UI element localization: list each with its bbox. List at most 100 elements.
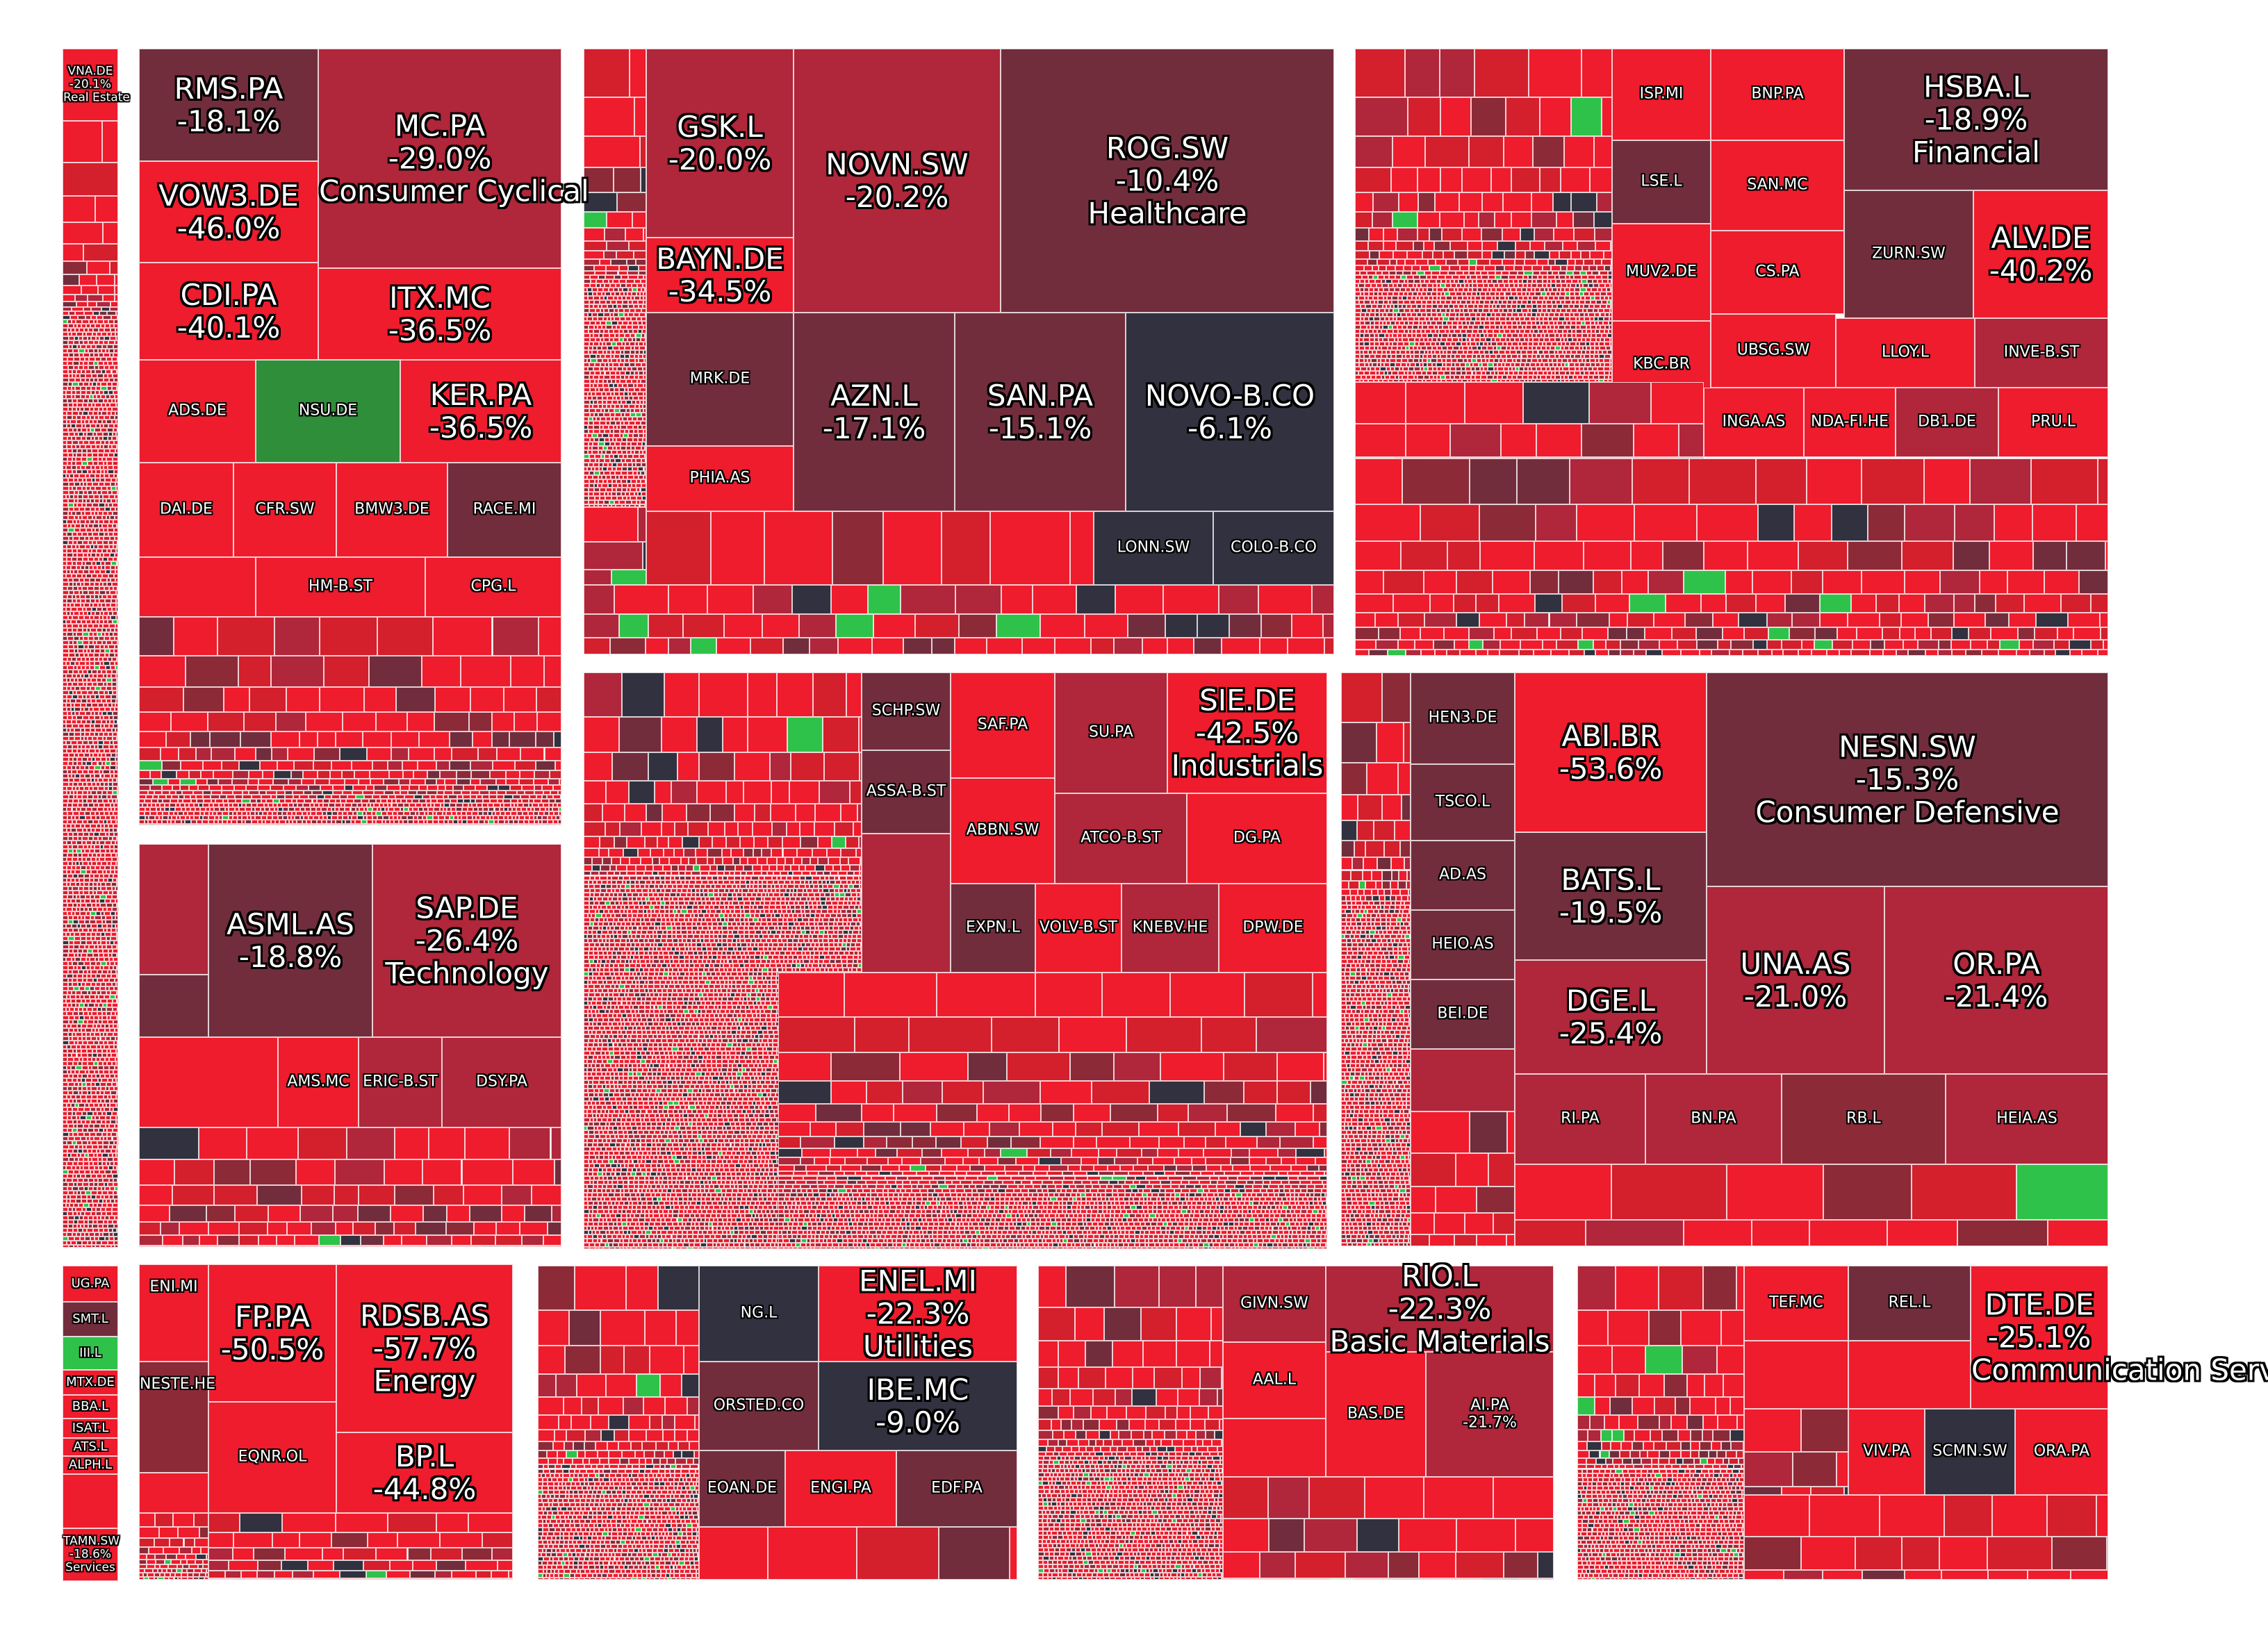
stock-tile[interactable] bbox=[466, 1578, 486, 1580]
stock-tile[interactable] bbox=[1577, 241, 1595, 251]
stock-tile[interactable] bbox=[434, 712, 469, 732]
stock-tile[interactable] bbox=[1602, 259, 1611, 265]
stock-tile[interactable] bbox=[1514, 265, 1523, 271]
stock-tile[interactable] bbox=[363, 731, 391, 747]
stock-tile[interactable] bbox=[303, 770, 318, 779]
stock-tile[interactable] bbox=[166, 731, 190, 747]
stock-tile[interactable] bbox=[155, 1513, 173, 1527]
stock-tile[interactable] bbox=[1442, 228, 1462, 240]
stock-tile[interactable] bbox=[394, 1222, 416, 1235]
stock-tile[interactable] bbox=[427, 1578, 445, 1580]
stock-tile[interactable] bbox=[423, 1205, 447, 1222]
stock-tile[interactable] bbox=[232, 779, 248, 785]
stock-tile[interactable] bbox=[762, 614, 799, 638]
stock-tile[interactable] bbox=[199, 1527, 208, 1538]
stock-tile[interactable] bbox=[158, 1577, 164, 1580]
stock-tile[interactable] bbox=[942, 511, 991, 585]
stock-tile[interactable] bbox=[1482, 192, 1504, 213]
stock-tile[interactable] bbox=[546, 824, 552, 825]
stock-tile[interactable] bbox=[414, 1246, 432, 1247]
stock-tile[interactable] bbox=[434, 747, 452, 760]
stock-tile[interactable] bbox=[254, 1578, 268, 1580]
stock-tile[interactable] bbox=[1407, 251, 1422, 259]
stock-tile[interactable] bbox=[1425, 136, 1468, 167]
stock-tile[interactable] bbox=[258, 785, 270, 791]
stock-tile[interactable] bbox=[534, 770, 550, 779]
stock-tile[interactable] bbox=[340, 1571, 365, 1578]
stock-tile[interactable] bbox=[468, 1513, 513, 1532]
stock-tile[interactable] bbox=[445, 779, 457, 785]
stock-tile[interactable] bbox=[1525, 259, 1537, 265]
stock-tile[interactable] bbox=[181, 761, 203, 771]
stock-tile[interactable] bbox=[883, 511, 942, 585]
stock-tile[interactable] bbox=[238, 656, 271, 687]
stock-tile[interactable] bbox=[208, 1532, 233, 1548]
stock-tile[interactable] bbox=[320, 687, 363, 712]
stock-tile[interactable] bbox=[492, 1548, 513, 1560]
stock-tile[interactable] bbox=[189, 1246, 202, 1247]
stock-tile[interactable] bbox=[206, 1205, 235, 1222]
stock-tile[interactable] bbox=[425, 779, 436, 785]
stock-tile[interactable] bbox=[584, 259, 600, 265]
stock-tile[interactable] bbox=[282, 1513, 336, 1532]
stock-tile-sap-de[interactable]: SAP.DE -26.4% Technology bbox=[372, 844, 561, 1037]
stock-tile[interactable] bbox=[488, 824, 493, 825]
stock-tile-eric-b-st[interactable]: ERIC-B.ST bbox=[359, 1037, 442, 1127]
stock-tile[interactable] bbox=[551, 824, 557, 825]
stock-tile[interactable] bbox=[246, 785, 258, 791]
stock-tile[interactable] bbox=[1324, 638, 1334, 654]
stock-tile[interactable] bbox=[352, 824, 359, 825]
stock-tile[interactable] bbox=[194, 1513, 208, 1527]
stock-tile[interactable] bbox=[600, 259, 611, 265]
stock-tile[interactable] bbox=[334, 1560, 363, 1570]
stock-tile[interactable] bbox=[178, 1527, 199, 1538]
stock-tile[interactable] bbox=[1537, 259, 1548, 265]
stock-tile[interactable] bbox=[408, 1548, 432, 1560]
stock-tile[interactable] bbox=[255, 824, 261, 825]
stock-tile[interactable] bbox=[492, 712, 514, 732]
stock-tile[interactable] bbox=[145, 824, 149, 825]
stock-tile-ams-mc[interactable]: AMS.MC bbox=[278, 1037, 359, 1127]
stock-tile[interactable] bbox=[1413, 241, 1424, 251]
stock-tile[interactable] bbox=[594, 265, 606, 271]
stock-tile[interactable] bbox=[261, 1246, 279, 1247]
stock-tile[interactable] bbox=[445, 1578, 467, 1580]
stock-tile[interactable] bbox=[183, 1235, 199, 1246]
stock-tile[interactable] bbox=[168, 1246, 189, 1247]
stock-tile[interactable] bbox=[375, 1578, 393, 1580]
stock-tile[interactable] bbox=[211, 747, 235, 760]
stock-tile[interactable] bbox=[492, 731, 509, 747]
stock-tile[interactable] bbox=[1261, 614, 1292, 638]
stock-tile[interactable] bbox=[1355, 192, 1373, 213]
stock-tile-gsk-l[interactable]: GSK.L -20.0% bbox=[646, 49, 794, 238]
stock-tile[interactable] bbox=[1581, 251, 1590, 259]
stock-tile[interactable] bbox=[584, 241, 607, 251]
stock-tile[interactable] bbox=[1114, 638, 1142, 654]
stock-tile[interactable] bbox=[201, 770, 213, 779]
stock-tile[interactable] bbox=[457, 779, 470, 785]
stock-tile[interactable] bbox=[491, 1571, 509, 1578]
stock-tile[interactable] bbox=[389, 770, 403, 779]
stock-tile[interactable] bbox=[1022, 638, 1055, 654]
stock-tile[interactable] bbox=[207, 824, 213, 825]
stock-tile-azn-l[interactable]: AZN.L -17.1% bbox=[794, 313, 955, 511]
stock-tile[interactable] bbox=[330, 770, 342, 779]
stock-tile[interactable] bbox=[584, 97, 634, 136]
stock-tile[interactable] bbox=[1543, 265, 1552, 271]
stock-tile[interactable] bbox=[836, 614, 873, 638]
stock-tile[interactable] bbox=[239, 761, 259, 771]
stock-tile[interactable] bbox=[1574, 228, 1595, 240]
stock-tile[interactable] bbox=[1575, 265, 1582, 271]
stock-tile[interactable] bbox=[299, 731, 317, 747]
stock-tile[interactable] bbox=[1469, 136, 1504, 167]
stock-tile[interactable] bbox=[239, 1222, 268, 1235]
stock-tile[interactable] bbox=[1446, 259, 1458, 265]
stock-tile[interactable] bbox=[347, 824, 352, 825]
stock-tile[interactable] bbox=[154, 1538, 170, 1547]
stock-tile[interactable] bbox=[295, 1235, 320, 1246]
stock-tile[interactable] bbox=[384, 779, 399, 785]
stock-tile[interactable] bbox=[306, 712, 343, 732]
stock-tile[interactable] bbox=[214, 1159, 249, 1185]
stock-tile[interactable] bbox=[990, 511, 1070, 585]
stock-tile[interactable] bbox=[395, 1127, 429, 1159]
